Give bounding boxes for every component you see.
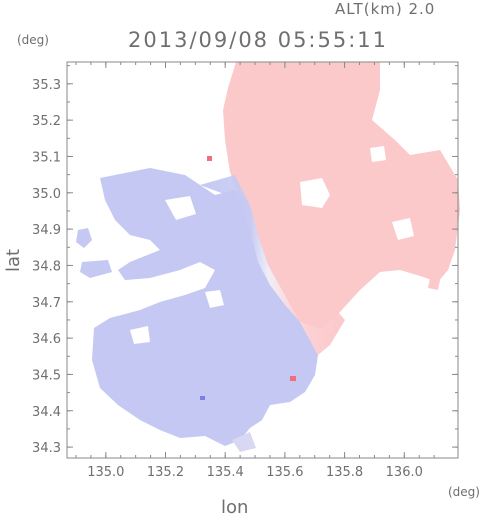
gap-3: [165, 196, 196, 220]
speckle-3: [200, 396, 205, 400]
x-tick-label: 135.0: [87, 465, 124, 480]
x-tick-label: 135.4: [207, 465, 244, 480]
patch-west: [76, 228, 92, 248]
x-tick-label: 135.8: [326, 465, 363, 480]
gap-1: [300, 178, 330, 208]
y-tick-label: 34.8: [32, 259, 61, 274]
y-axis-unit: (deg): [17, 33, 49, 47]
x-axis-label: lon: [221, 497, 249, 518]
altitude-label: ALT(km) 2.0: [335, 0, 436, 18]
y-axis-ticks: 34.3 34.4 34.5 34.6 34.7 34.8 34.9 35.0 35.1 35.2…: [32, 65, 458, 456]
gap-6: [370, 146, 386, 162]
y-tick-label: 34.4: [32, 405, 61, 420]
velocity-field: [76, 62, 460, 452]
approaching-region: [92, 168, 318, 446]
x-tick-label: 135.6: [266, 465, 303, 480]
y-tick-label: 35.3: [32, 78, 61, 93]
timestamp-title: 2013/09/08 05:55:11: [128, 28, 389, 52]
y-tick-label: 34.9: [32, 223, 61, 238]
gap-2: [392, 218, 414, 240]
patch-west-2: [80, 260, 112, 278]
patch-south: [232, 432, 256, 452]
y-tick-label: 35.0: [32, 187, 61, 202]
x-tick-label: 136.0: [386, 465, 423, 480]
plot-frame: [66, 61, 459, 459]
y-tick-label: 34.7: [32, 296, 61, 311]
x-axis-unit: (deg): [448, 485, 480, 499]
y-tick-label: 35.1: [32, 150, 61, 165]
y-tick-label: 34.3: [32, 441, 61, 456]
patch-east: [428, 278, 440, 290]
y-tick-label: 35.2: [32, 114, 61, 129]
x-tick-label: 135.2: [147, 465, 184, 480]
x-axis-ticks: 135.0 135.2 135.4 135.6 135.8 136.0: [75, 62, 435, 480]
gap-5: [205, 290, 224, 308]
speckle-2: [290, 376, 296, 381]
y-tick-label: 34.6: [32, 332, 61, 347]
y-tick-label: 34.5: [32, 368, 61, 383]
transition-band: [200, 175, 345, 355]
receding-region: [223, 62, 460, 330]
gap-4: [130, 326, 150, 344]
speckle-1: [207, 156, 212, 161]
